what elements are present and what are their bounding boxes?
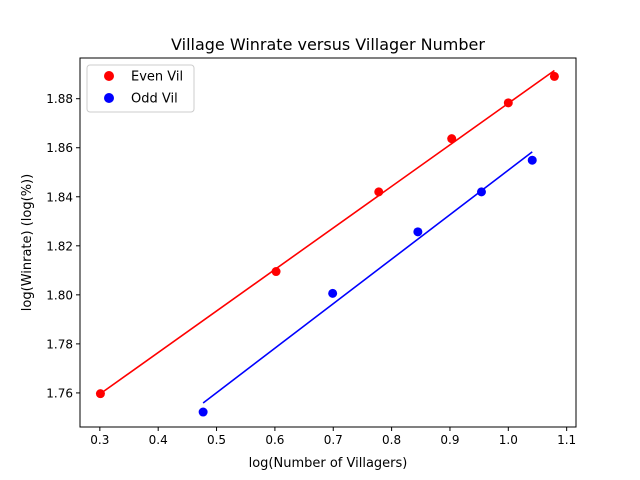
x-tick-label: 0.7	[324, 433, 343, 447]
y-tick-label: 1.80	[46, 288, 73, 302]
x-tick-label: 0.3	[90, 433, 109, 447]
x-tick-label: 0.6	[265, 433, 284, 447]
data-point-even-3	[374, 187, 384, 197]
y-tick-label: 1.84	[46, 190, 73, 204]
legend: Even Vil Odd Vil	[86, 64, 195, 113]
legend-marker-odd	[104, 93, 114, 103]
x-tick-label: 1.1	[557, 433, 576, 447]
chart-title: Village Winrate versus Villager Number	[171, 35, 485, 54]
y-tick-label: 1.88	[46, 92, 73, 106]
x-tick-label: 0.4	[149, 433, 168, 447]
x-tick-label: 0.8	[382, 433, 401, 447]
y-tick-label: 1.82	[46, 239, 73, 253]
data-point-even-2	[271, 267, 281, 277]
x-tick-label: 1.0	[499, 433, 518, 447]
x-axis-label: log(Number of Villagers)	[249, 456, 408, 471]
x-tick-label: 0.5	[207, 433, 226, 447]
data-point-odd-1	[198, 407, 208, 417]
data-point-even-4	[447, 134, 457, 144]
data-point-odd-2	[328, 288, 338, 298]
fit-line-even	[99, 69, 555, 395]
y-tick-label: 1.86	[46, 141, 73, 155]
data-point-odd-3	[413, 227, 423, 237]
data-point-odd-4	[476, 187, 486, 197]
y-axis-label: log(Winrate) (log(%))	[20, 174, 35, 311]
data-point-even-1	[95, 389, 105, 399]
data-point-even-5	[503, 98, 513, 108]
legend-marker-even	[104, 71, 114, 81]
axes-frame	[79, 57, 577, 428]
y-tick-label: 1.78	[46, 337, 73, 351]
y-tick-label: 1.76	[46, 386, 73, 400]
plot-area	[95, 69, 559, 417]
legend-label-odd: Odd Vil	[131, 92, 178, 107]
x-tick-label: 0.9	[440, 433, 459, 447]
legend-label-even: Even Vil	[131, 70, 183, 85]
x-axis-ticks: 0.3 0.4 0.5 0.6 0.7 0.8 0.9 1.0 1.1	[90, 427, 576, 447]
data-point-odd-5	[527, 155, 537, 165]
data-point-even-6	[549, 71, 559, 81]
y-axis-ticks: 1.76 1.78 1.80 1.82 1.84 1.86 1.88	[46, 92, 80, 400]
